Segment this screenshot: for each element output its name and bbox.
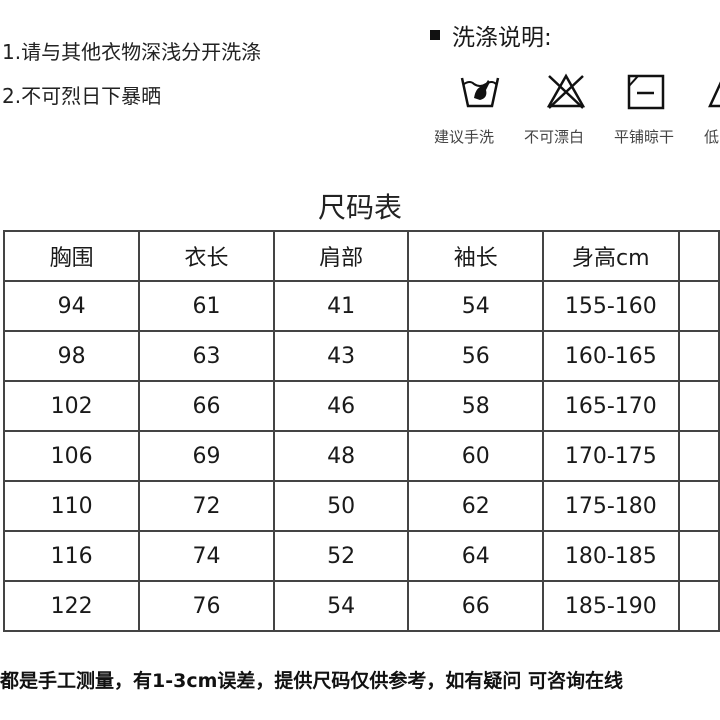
table-row: 106 69 48 60 170-175 (2, 430, 720, 482)
dry-flat-icon (627, 74, 665, 110)
table-cell (677, 280, 720, 332)
hand-wash-label: 建议手洗 (434, 128, 495, 146)
table-row: 110 72 50 62 175-180 (2, 480, 720, 532)
table-cell (677, 430, 720, 482)
table-cell: 116 (2, 530, 141, 582)
table-cell: 72 (138, 480, 275, 532)
table-cell (677, 330, 720, 382)
table-cell: 98 (2, 330, 141, 382)
table-cell: 94 (2, 280, 141, 332)
table-cell: 63 (138, 330, 275, 382)
table-cell: 175-180 (542, 480, 680, 532)
table-cell: 46 (272, 380, 410, 432)
header-cell: 衣长 (138, 230, 275, 282)
table-row: 122 76 54 66 185-190 (2, 580, 720, 632)
table-cell: 170-175 (542, 430, 680, 482)
table-cell: 43 (272, 330, 410, 382)
table-cell: 56 (407, 330, 545, 382)
table-cell (677, 380, 720, 432)
table-cell: 66 (138, 380, 275, 432)
care-note-2: 2.不可烈日下暴晒 (2, 84, 162, 108)
table-cell: 155-160 (542, 280, 680, 332)
wash-title: 洗涤说明: (452, 25, 552, 51)
table-cell: 41 (272, 280, 410, 332)
table-cell: 50 (272, 480, 410, 532)
bullet-square-icon (430, 30, 440, 40)
table-cell: 185-190 (542, 580, 680, 632)
table-row: 116 74 52 64 180-185 (2, 530, 720, 582)
size-table-title: 尺码表 (317, 191, 402, 224)
table-cell (677, 480, 720, 532)
table-cell: 52 (272, 530, 410, 582)
table-cell: 66 (407, 580, 545, 632)
table-cell: 69 (138, 430, 275, 482)
table-cell (677, 580, 720, 632)
table-cell: 62 (407, 480, 545, 532)
no-bleach-label: 不可漂白 (524, 128, 585, 146)
table-cell: 102 (2, 380, 141, 432)
hand-wash-icon (460, 77, 500, 108)
size-table: 胸围 衣长 肩部 袖长 身高cm 94 61 41 54 155-160 98 63 43 56… (2, 230, 720, 632)
table-cell: 61 (138, 280, 275, 332)
table-cell: 76 (138, 580, 275, 632)
table-cell: 110 (2, 480, 141, 532)
header-cell: 身高cm (542, 230, 680, 282)
iron-low-icon (708, 81, 720, 108)
table-cell: 60 (407, 430, 545, 482)
wash-instructions-heading: 洗涤说明: (430, 18, 552, 52)
table-cell: 48 (272, 430, 410, 482)
care-note-1: 1.请与其他衣物深浅分开洗涤 (2, 40, 262, 64)
table-row: 94 61 41 54 155-160 (2, 280, 720, 332)
iron-low-label: 低 (704, 128, 720, 146)
table-cell: 64 (407, 530, 545, 582)
table-cell: 165-170 (542, 380, 680, 432)
header-cell: 袖长 (407, 230, 545, 282)
table-cell: 58 (407, 380, 545, 432)
header-cell: 肩部 (272, 230, 410, 282)
table-cell: 160-165 (542, 330, 680, 382)
no-bleach-icon (546, 73, 586, 109)
table-cell: 54 (272, 580, 410, 632)
table-cell: 54 (407, 280, 545, 332)
dry-flat-label: 平铺晾干 (614, 128, 675, 146)
table-cell (677, 530, 720, 582)
header-cell (677, 230, 720, 282)
table-cell: 180-185 (542, 530, 680, 582)
table-cell: 122 (2, 580, 141, 632)
table-row: 98 63 43 56 160-165 (2, 330, 720, 382)
table-header-row: 胸围 衣长 肩部 袖长 身高cm (2, 230, 720, 282)
measurement-disclaimer: 都是手工测量，有1-3cm误差，提供尺码仅供参考，如有疑问 可咨询在线 (0, 670, 624, 692)
table-cell: 74 (138, 530, 275, 582)
table-cell: 106 (2, 430, 141, 482)
header-cell: 胸围 (2, 230, 141, 282)
table-row: 102 66 46 58 165-170 (2, 380, 720, 432)
